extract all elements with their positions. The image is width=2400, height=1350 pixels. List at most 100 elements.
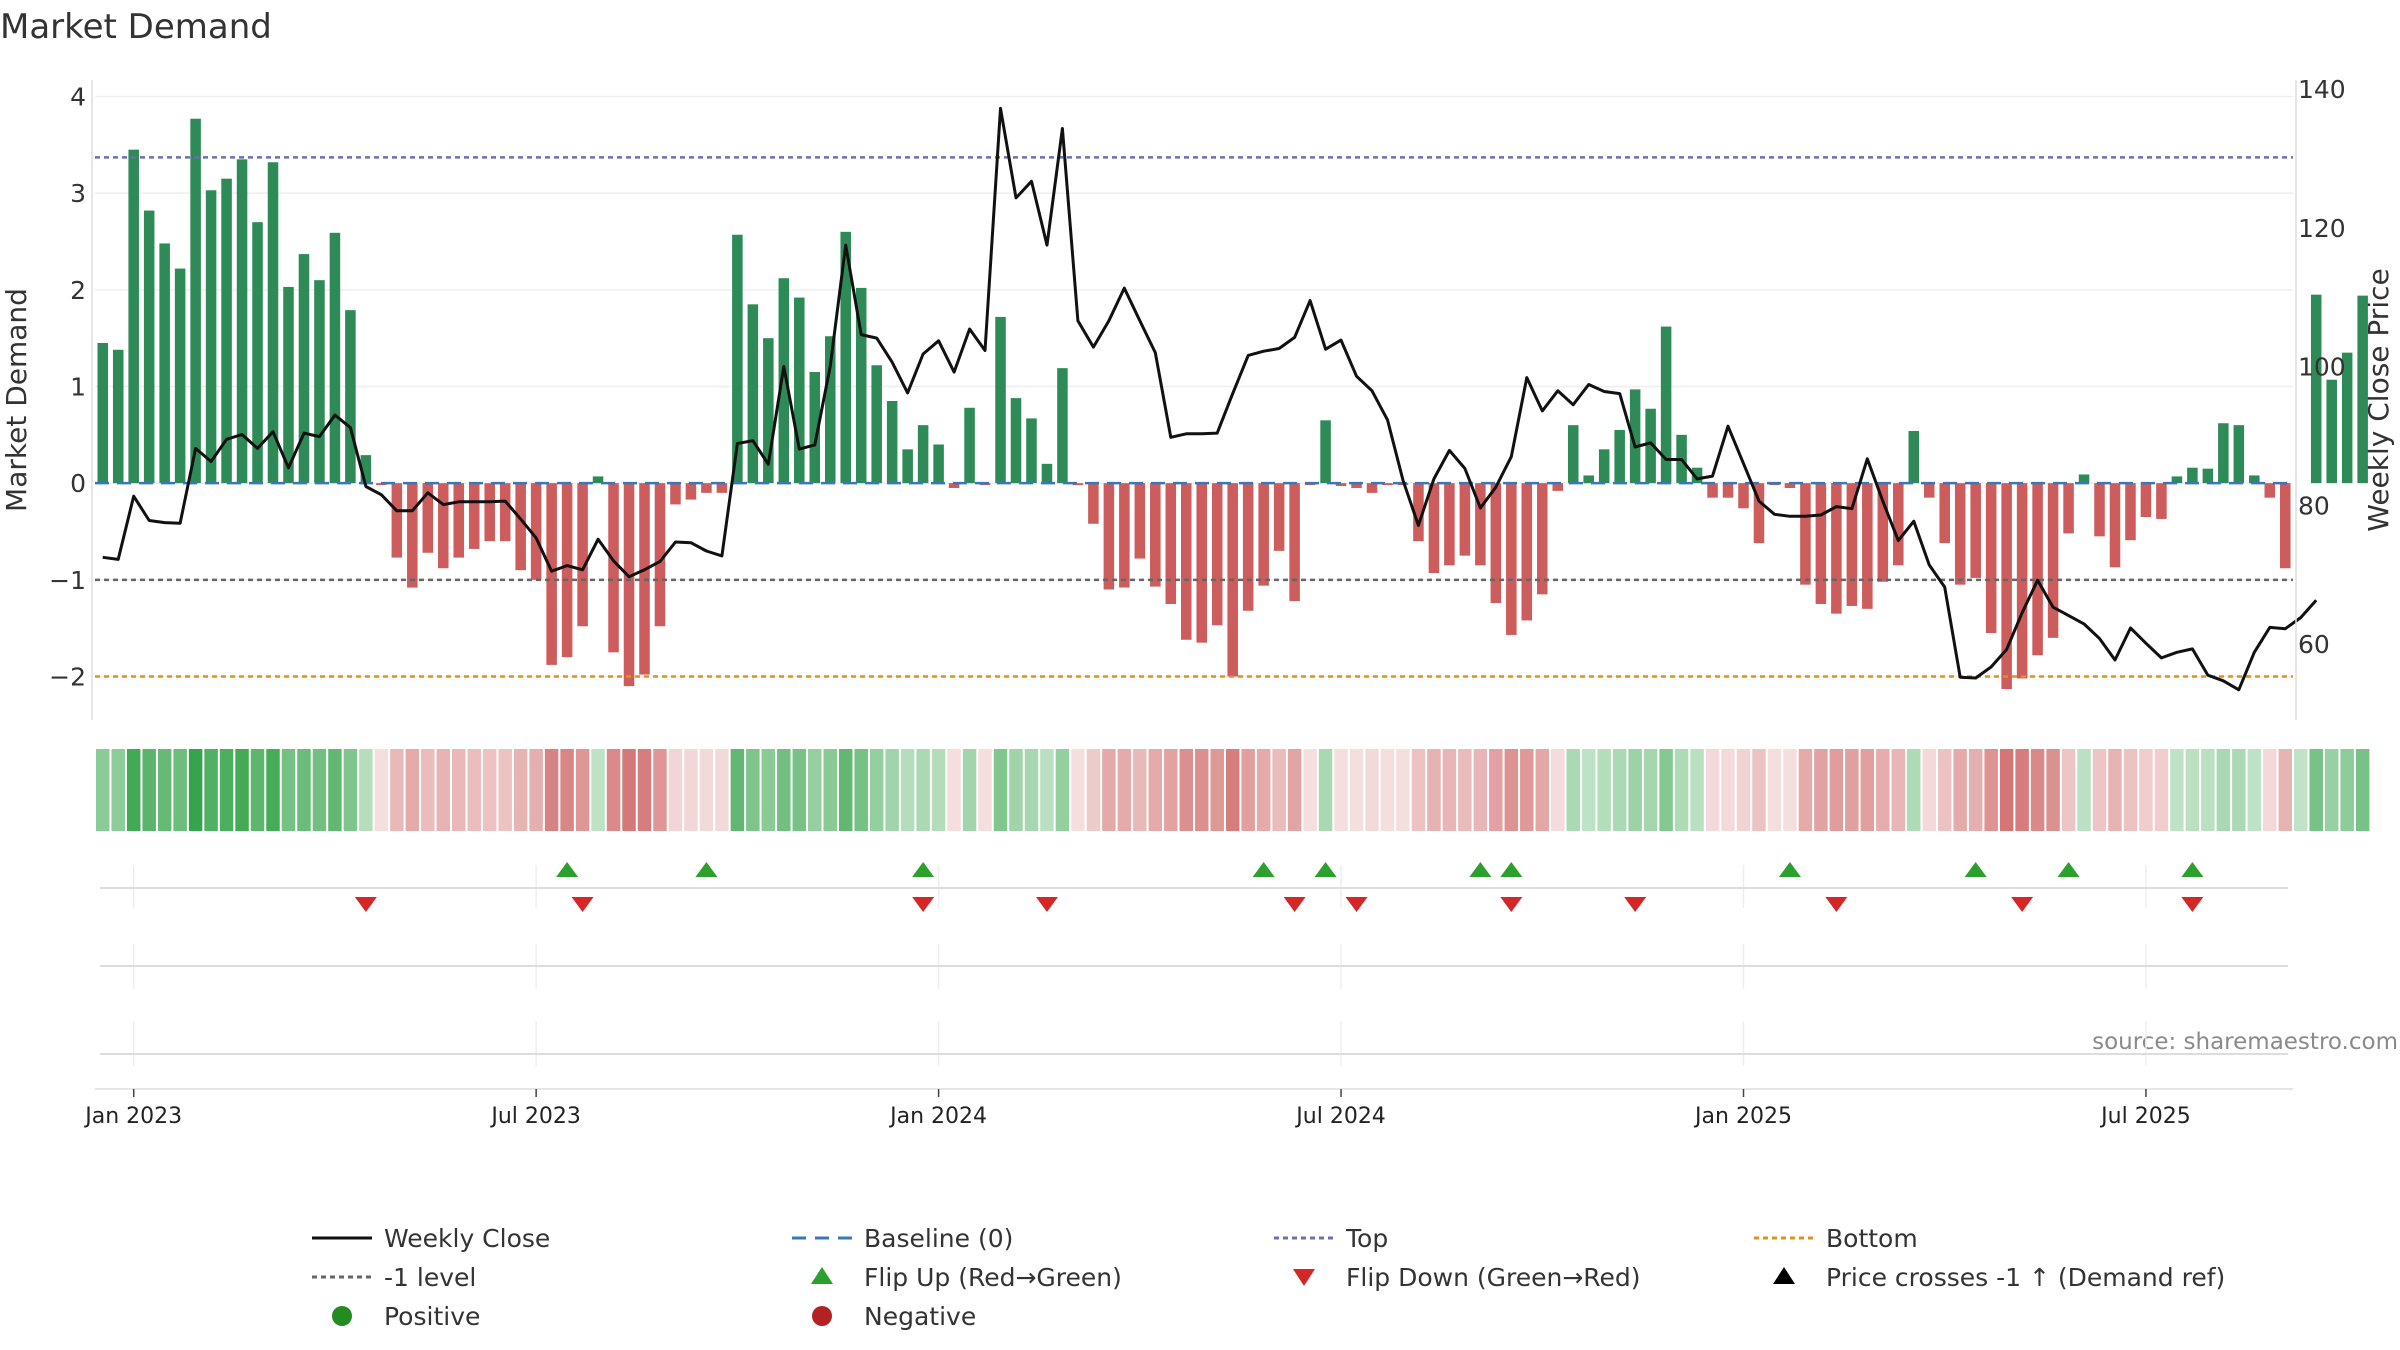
- demand-bar-negative: [2001, 483, 2012, 690]
- heat-strip-cell: [1953, 749, 1967, 831]
- y2-tick-label: 100: [2298, 353, 2346, 382]
- weekly-close-line: [102, 106, 2318, 692]
- heat-strip-cell: [219, 749, 234, 831]
- heat-strip-cell: [188, 749, 203, 831]
- heat-strip-cell: [1380, 749, 1395, 831]
- heat-strip-cell: [529, 749, 543, 831]
- heat-strip-cell: [684, 749, 698, 831]
- demand-bar-positive: [794, 297, 805, 484]
- heat-strip-cell: [126, 749, 141, 831]
- heat-strip-cell: [1241, 749, 1255, 831]
- heat-strip-cell: [421, 749, 435, 831]
- demand-bar-positive: [221, 178, 232, 484]
- heat-strip-cell: [823, 749, 837, 831]
- grid-lines: [95, 95, 2293, 678]
- heat-strip-cell: [1303, 749, 1317, 831]
- demand-bar-negative: [1923, 483, 1935, 498]
- demand-bar-positive: [174, 268, 186, 484]
- heat-strip-cell: [668, 749, 683, 831]
- legend-label: Bottom: [1826, 1224, 1918, 1253]
- flip-up-marker: [912, 862, 935, 877]
- heat-strip-cell: [2077, 749, 2091, 831]
- y-tick-label: −1: [49, 566, 86, 595]
- heat-strip-cell: [1164, 749, 1178, 831]
- legend-label: Weekly Close: [384, 1224, 550, 1253]
- demand-bar-negative: [1459, 483, 1471, 556]
- heat-strip-cell: [1999, 749, 2014, 831]
- heat-strip-cell: [637, 749, 652, 831]
- flip-down-marker: [1825, 897, 1848, 912]
- heat-strip-cell: [281, 749, 296, 831]
- heat-strip-cell: [1489, 749, 1503, 831]
- demand-bar-positive: [190, 118, 201, 484]
- demand-bar-negative: [577, 483, 588, 627]
- legend-circle-icon: [812, 1306, 832, 1326]
- demand-bar-positive: [1010, 398, 1022, 484]
- heat-strip-cell: [544, 749, 559, 831]
- demand-bar-positive: [855, 287, 867, 484]
- legend-item: -1 level: [312, 1263, 476, 1292]
- demand-bar-negative: [1862, 483, 1873, 609]
- demand-bar-positive: [747, 304, 759, 484]
- demand-bar-negative: [1072, 483, 1084, 486]
- demand-bar-positive: [2310, 294, 2322, 484]
- x-tick-label: Jan 2024: [888, 1104, 987, 1129]
- heat-strip-cell: [1055, 749, 1070, 831]
- demand-bar-positive: [329, 232, 341, 484]
- x-tick-label: Jan 2025: [1693, 1104, 1792, 1129]
- flip-up-marker: [1314, 862, 1337, 877]
- demand-bar-positive: [933, 444, 944, 484]
- demand-bar-negative: [1537, 483, 1548, 595]
- flip-up-marker: [556, 862, 579, 877]
- heat-strip-cell: [390, 749, 404, 831]
- heat-strip-cell: [777, 749, 791, 831]
- demand-bar-positive: [128, 149, 139, 484]
- heat-strip-cell: [1504, 749, 1519, 831]
- legend-item: Weekly Close: [312, 1224, 550, 1253]
- heat-strip-cell: [1597, 749, 1611, 831]
- heat-strip-cell: [699, 749, 714, 831]
- heat-strip-cell: [405, 749, 420, 831]
- demand-bar-positive: [314, 280, 325, 484]
- heat-strip-cell: [1272, 749, 1286, 831]
- demand-bar-negative: [670, 483, 681, 505]
- demand-bar-negative: [1258, 483, 1269, 586]
- heat-strip-cell: [947, 749, 961, 831]
- heat-strip-cell: [1767, 749, 1782, 831]
- heat-strip-cell: [436, 749, 451, 831]
- heat-strip-cell: [2309, 749, 2323, 831]
- heat-strip-cell: [2154, 749, 2169, 831]
- demand-bar-positive: [97, 343, 109, 484]
- demand-bar-negative: [701, 483, 712, 493]
- y-tick-label: 4: [70, 83, 86, 112]
- heat-strip-cell: [266, 749, 280, 831]
- y2-tick-label: 60: [2298, 630, 2330, 659]
- heat-strip-cell: [2216, 749, 2231, 831]
- heat-strip-cell: [1643, 749, 1658, 831]
- demand-bar-negative: [1954, 483, 1966, 585]
- heat-strip-cell: [1891, 749, 1906, 831]
- heat-strip-cell: [1396, 749, 1410, 831]
- demand-bar-positive: [2249, 475, 2260, 484]
- demand-bar-positive: [824, 336, 836, 484]
- demand-bar-positive: [2341, 352, 2353, 484]
- flip-down-marker: [1624, 897, 1647, 912]
- demand-bar-negative: [1242, 483, 1254, 611]
- demand-bar-positive: [2218, 423, 2229, 484]
- demand-bar-positive: [252, 222, 263, 484]
- heat-strip-cell: [482, 749, 497, 831]
- heat-strip-cell: [96, 749, 110, 831]
- demand-bar-negative: [1134, 483, 1146, 559]
- demand-bar-positive: [1645, 408, 1656, 484]
- demand-bar-positive: [345, 310, 356, 484]
- demand-bar-negative: [2156, 483, 2167, 519]
- legend-triangle-down-icon: [1293, 1269, 1315, 1286]
- legend-item: Price crosses -1 ↑ (Demand ref): [1773, 1263, 2225, 1292]
- flip-down-marker: [912, 897, 935, 912]
- heat-strip-cell: [931, 749, 946, 831]
- demand-bar-negative: [1351, 483, 1362, 488]
- heat-strip-cell: [111, 749, 125, 831]
- heat-strip-cell: [297, 749, 311, 831]
- heat-strip-cell: [2170, 749, 2184, 831]
- legend-item: Negative: [812, 1302, 976, 1331]
